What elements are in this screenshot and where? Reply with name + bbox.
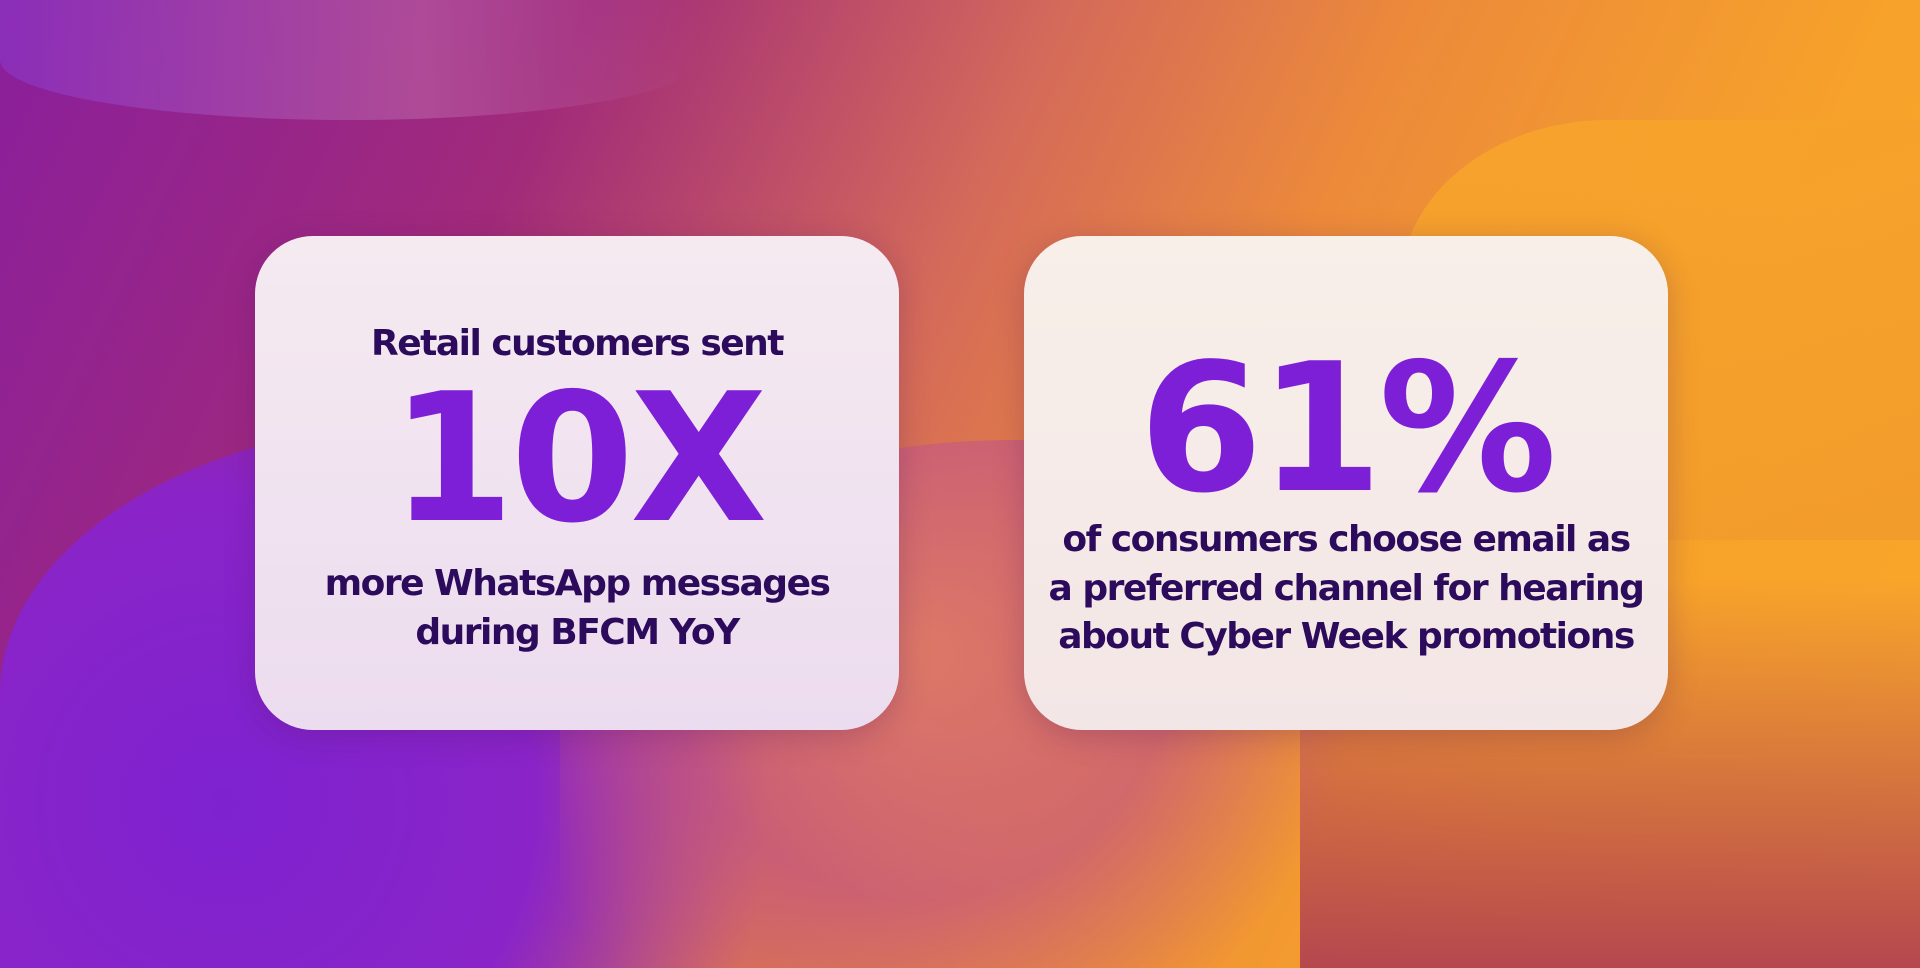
card-intro: Retail customers sent	[370, 323, 785, 364]
stat-card-email: 61% of consumers choose email as a prefe…	[1024, 236, 1668, 730]
stat-value: 10X	[390, 355, 768, 562]
card-description-line: about Cyber Week promotions	[1058, 616, 1635, 657]
card-description-line: more WhatsApp messages	[324, 563, 831, 604]
stat-card-whatsapp: Retail customers sent 10X more WhatsApp …	[255, 236, 899, 730]
stat-value: 61%	[1138, 325, 1557, 532]
card-description-line: a preferred channel for hearing	[1048, 568, 1645, 609]
card-description-line: of consumers choose email as	[1062, 519, 1631, 560]
background-shape	[0, 0, 700, 120]
card-description-line: during BFCM YoY	[415, 612, 740, 653]
